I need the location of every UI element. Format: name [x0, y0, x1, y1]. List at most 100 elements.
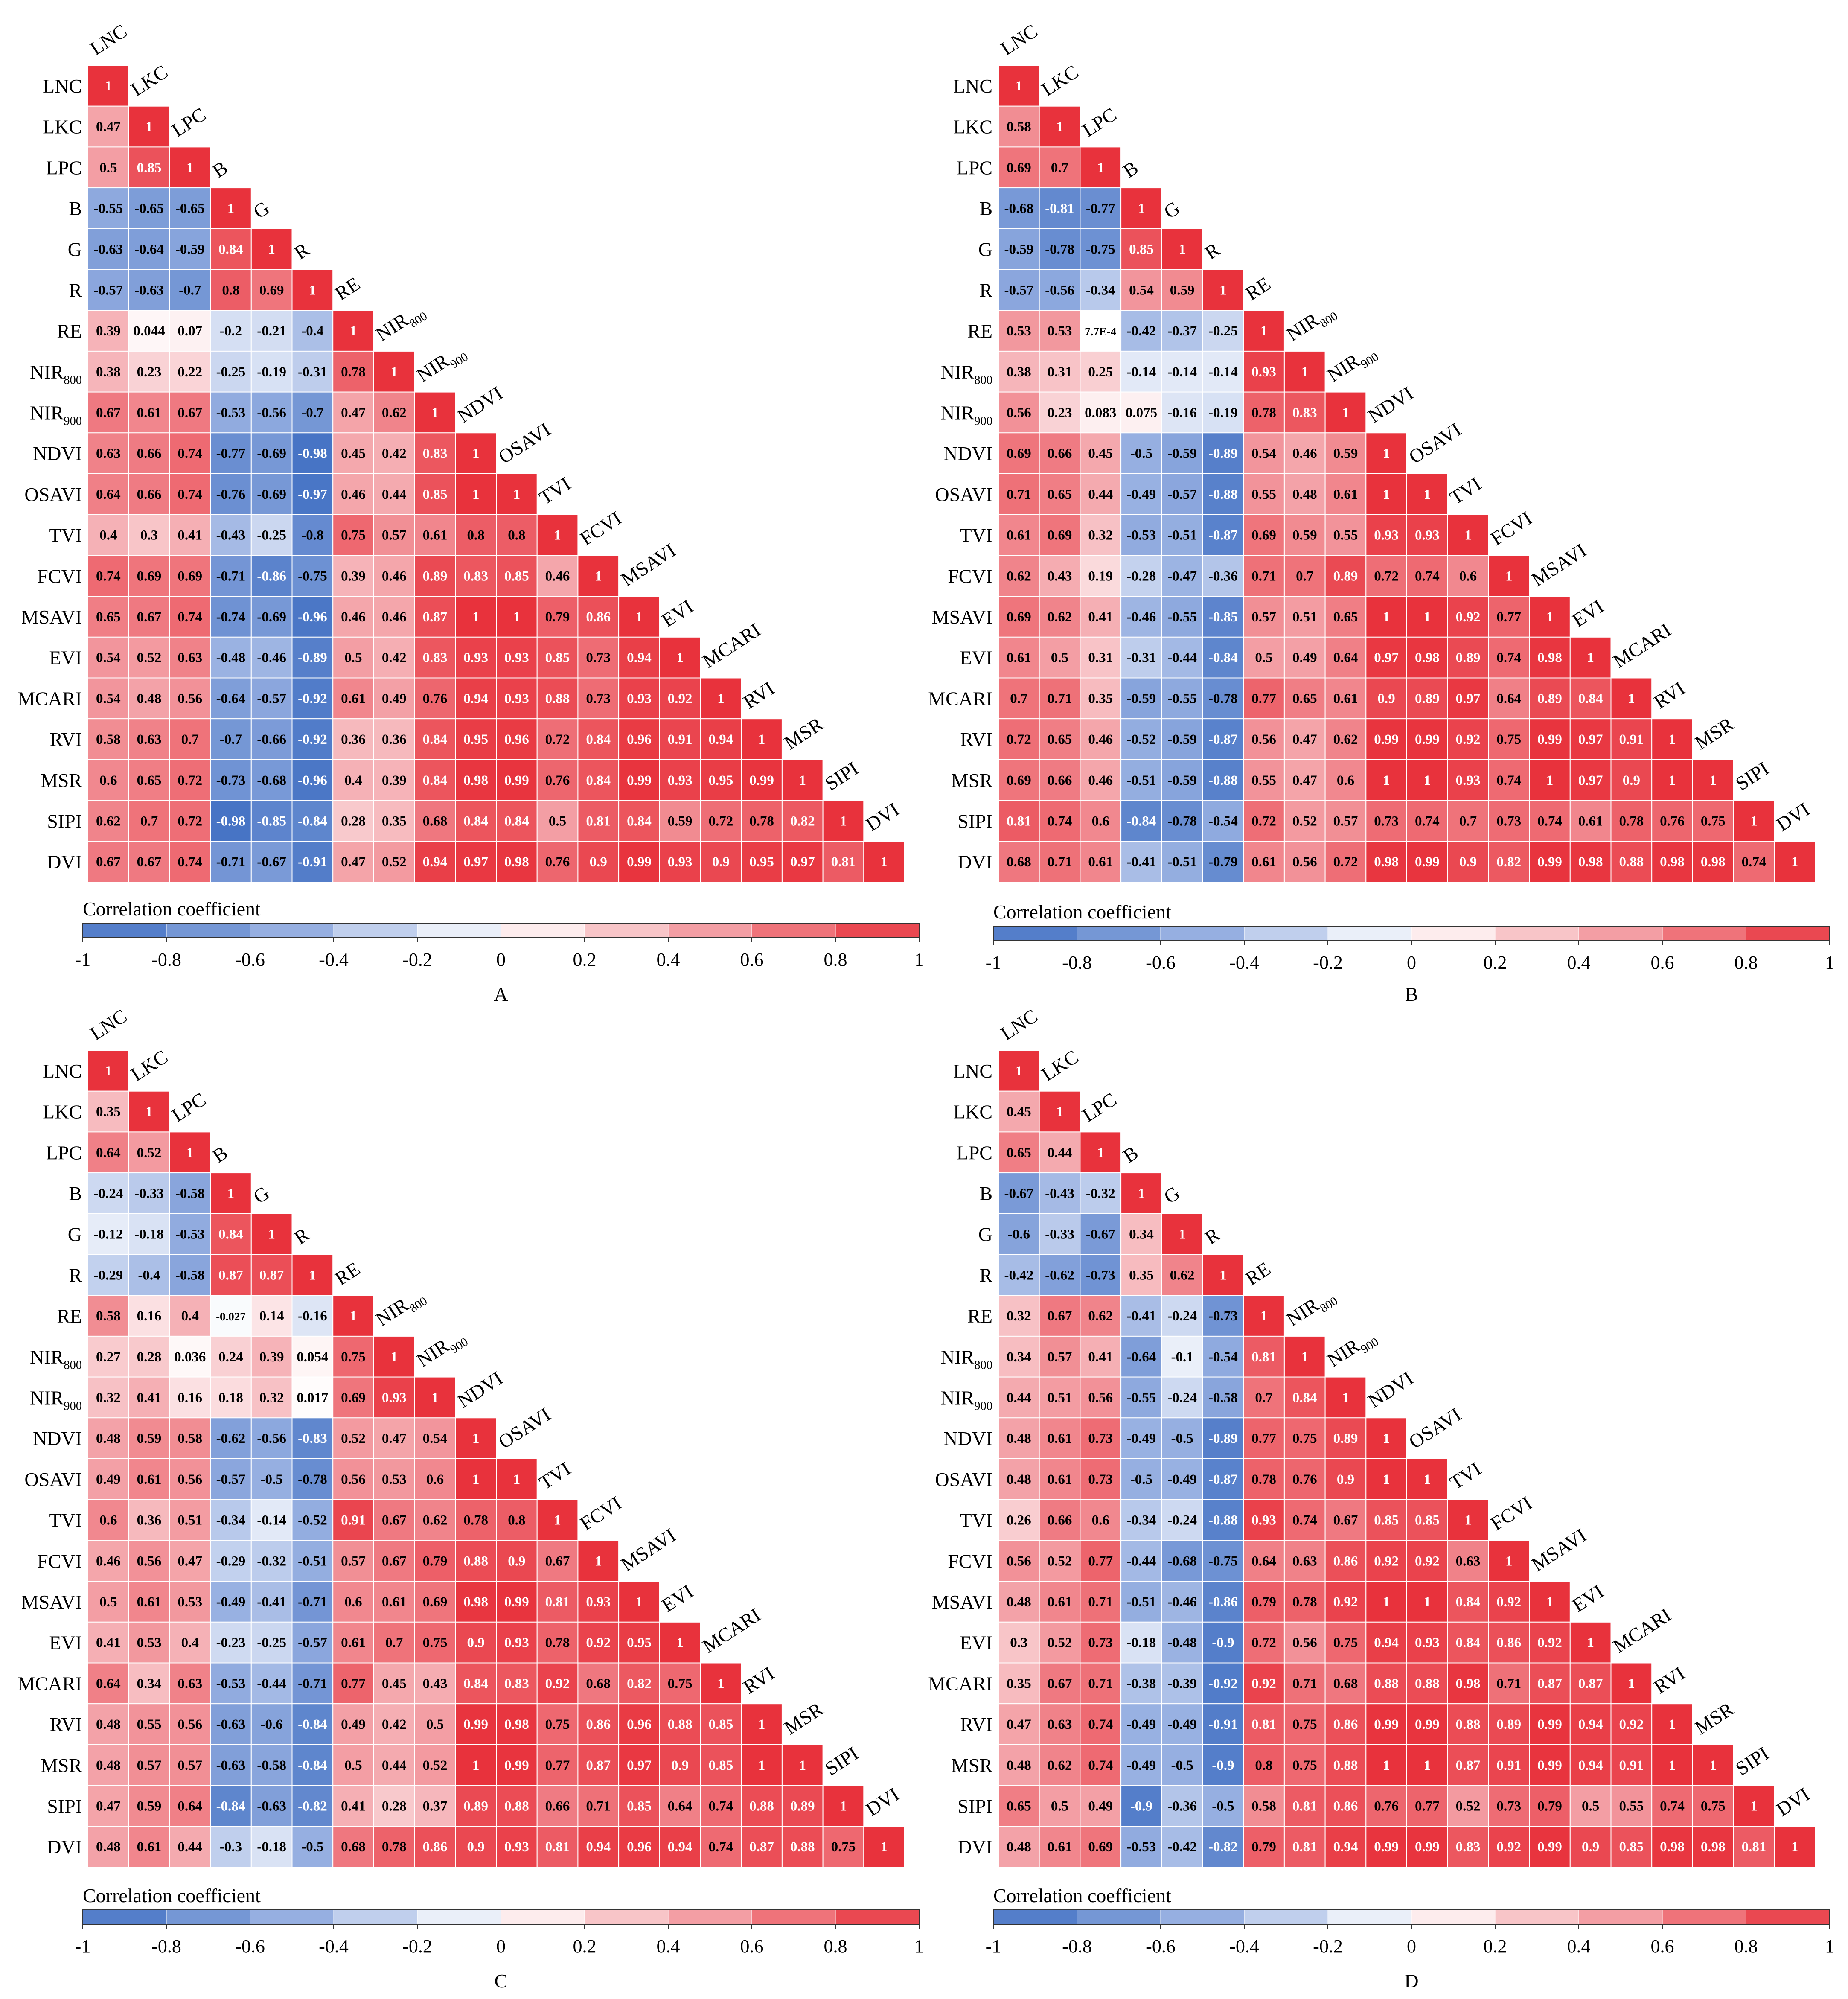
cell-value: -0.71 [298, 1676, 327, 1691]
heatmap-cell [169, 718, 211, 760]
colorbar-segment [250, 923, 334, 938]
heatmap-cell [618, 596, 660, 638]
colorbar-segment [1077, 926, 1161, 941]
cell-value: 0.75 [1292, 1431, 1317, 1446]
cell-value: -0.88 [1208, 773, 1238, 788]
heatmap-cell [577, 718, 620, 760]
cell-value: 0.89 [1456, 650, 1481, 666]
heatmap-cell [87, 1826, 129, 1868]
cell-value: 0.22 [178, 364, 202, 380]
cell-value: 0.88 [463, 1553, 488, 1569]
cell-value: 0.71 [1088, 1676, 1113, 1691]
colorbar-segment [333, 1909, 418, 1925]
cell-value: 0.5 [1051, 1798, 1068, 1814]
colorbar-tick-label: 0.4 [1567, 952, 1591, 973]
cell-value: -0.34 [1086, 283, 1115, 298]
cell-value: 0.44 [1048, 1145, 1072, 1160]
cell-value: 0.68 [341, 1839, 366, 1855]
cell-value: 1 [227, 1186, 235, 1201]
cell-value: 1 [758, 732, 765, 747]
heatmap-cell [1324, 1458, 1367, 1500]
cell-value: 0.73 [1088, 1472, 1113, 1487]
heatmap-cell [659, 841, 701, 883]
cell-value: -0.36 [1208, 568, 1238, 584]
cell-value: 0.84 [627, 813, 652, 829]
heatmap-cell [1529, 1621, 1571, 1664]
heatmap-cell [1365, 718, 1408, 760]
cell-value: 0.48 [96, 1758, 121, 1773]
heatmap-cell [1529, 1826, 1571, 1868]
heatmap-cell [1610, 1744, 1653, 1786]
heatmap-cell [1039, 269, 1081, 311]
heatmap-cell [1039, 636, 1081, 679]
heatmap-cell [414, 718, 456, 760]
heatmap-cell [87, 718, 129, 760]
cell-value: 1 [636, 609, 643, 625]
cell-value: -0.69 [257, 609, 286, 625]
cell-value: 0.044 [133, 323, 165, 339]
heatmap-cell [1283, 1826, 1326, 1868]
cell-value: 0.93 [627, 691, 652, 706]
panel-letter: B [1405, 983, 1418, 1005]
cell-value: 0.61 [1048, 1594, 1072, 1610]
heatmap-cell [1692, 759, 1734, 801]
cell-value: 0.96 [627, 1839, 652, 1855]
cell-value: 0.61 [1333, 691, 1358, 706]
cell-value: 0.79 [1251, 1839, 1276, 1855]
heatmap-cell [1202, 1540, 1244, 1582]
cell-value: 0.47 [341, 854, 366, 870]
cell-value: 0.46 [1088, 732, 1113, 747]
heatmap-cell [1161, 718, 1203, 760]
heatmap-cell [822, 841, 864, 883]
axis-label-lnc: LNC [43, 75, 82, 97]
heatmap-cell [291, 841, 334, 883]
cell-value: 0.58 [1251, 1798, 1276, 1814]
cell-value: 0.82 [1496, 854, 1521, 870]
heatmap-cell [1610, 1662, 1653, 1705]
cell-value: 1 [1383, 1472, 1390, 1487]
axis-label-msavi: MSAVI [932, 1591, 992, 1613]
cell-value: 0.93 [668, 854, 693, 870]
colorbar-segment [501, 923, 585, 938]
cell-value: 0.9 [1623, 773, 1640, 788]
cell-value: 0.86 [1333, 1553, 1358, 1569]
cell-value: 0.9 [508, 1553, 525, 1569]
cell-value: 1 [1383, 1758, 1390, 1773]
heatmap-cell [1202, 1826, 1244, 1868]
cell-value: 1 [1669, 732, 1676, 747]
cell-value: 0.93 [1415, 528, 1440, 543]
heatmap-cell [373, 1335, 415, 1378]
cell-value: -0.68 [257, 773, 286, 788]
heatmap-cell [1243, 596, 1285, 638]
heatmap-cell [1080, 841, 1122, 883]
heatmap-cell [1039, 514, 1081, 556]
cell-value: -0.55 [1127, 1390, 1156, 1405]
heatmap-cell [87, 1376, 129, 1419]
cell-value: 0.81 [1007, 813, 1031, 829]
heatmap-cell [659, 718, 701, 760]
cell-value: -0.55 [1167, 609, 1197, 625]
cell-value: 0.94 [1374, 1635, 1399, 1651]
cell-value: 1 [1424, 609, 1431, 625]
heatmap-cell [1365, 1826, 1408, 1868]
heatmap-cell [250, 1785, 293, 1827]
cell-value: 0.87 [423, 609, 448, 625]
cell-value: 0.52 [1048, 1553, 1072, 1569]
cell-value: 0.99 [504, 1594, 529, 1610]
cell-value: 0.84 [423, 773, 448, 788]
cell-value: 0.28 [382, 1798, 407, 1814]
cell-value: -0.96 [298, 773, 327, 788]
heatmap-cell [373, 1499, 415, 1541]
heatmap-cell [1243, 1703, 1285, 1745]
cell-value: -0.59 [1167, 773, 1197, 788]
cell-value: 0.65 [1007, 1798, 1031, 1814]
heatmap-cell [741, 841, 783, 883]
heatmap-cell [1651, 718, 1693, 760]
cell-value: -0.83 [298, 1431, 327, 1446]
cell-value: 1 [554, 528, 561, 543]
heatmap-cell [210, 473, 252, 515]
axis-label-ndvi: NDVI [943, 1428, 992, 1449]
cell-value: -0.57 [1167, 487, 1197, 502]
cell-value: 0.9 [671, 1758, 689, 1773]
cell-value: 0.96 [627, 1717, 652, 1732]
